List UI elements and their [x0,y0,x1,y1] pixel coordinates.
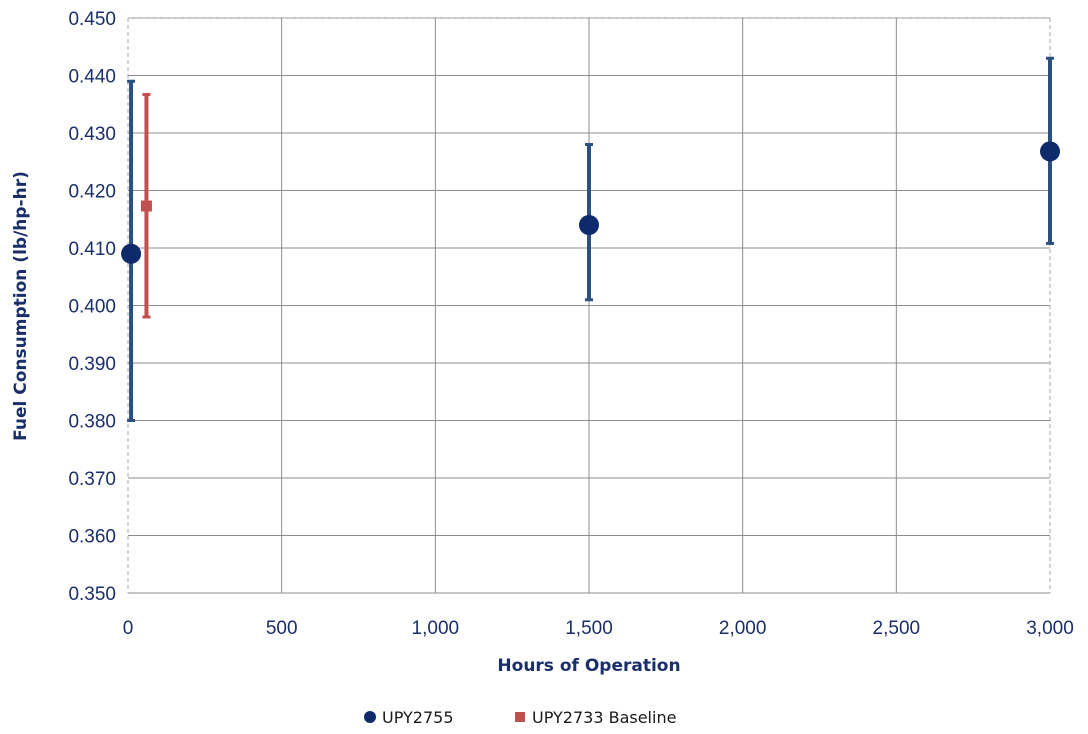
data-series [121,56,1060,422]
legend: UPY2755 UPY2733 Baseline [364,708,676,727]
data-point [579,215,599,235]
y-axis-ticks: 0.350 0.360 0.370 0.380 0.390 0.400 0.410 0.420… [68,9,116,605]
x-axis-title: Hours of Operation [497,656,680,676]
y-axis-title: Fuel Consumption (lb/hp-hr) [11,171,31,441]
legend-label: UPY2733 Baseline [532,708,676,727]
legend-label: UPY2755 [382,708,454,727]
legend-item: UPY2733 Baseline [515,708,676,727]
legend-item: UPY2755 [364,708,454,727]
y-tick-label: 0.430 [68,124,116,145]
y-tick-label: 0.370 [68,469,116,490]
data-point [140,200,152,212]
y-tick-label: 0.450 [68,9,116,30]
x-tick-label: 1,000 [412,618,460,639]
legend-marker [515,712,525,722]
x-tick-label: 0 [123,618,134,639]
x-tick-label: 500 [266,618,298,639]
x-tick-label: 2,000 [719,618,767,639]
y-tick-label: 0.380 [68,412,116,433]
gridlines [127,17,1051,594]
x-axis-ticks: 0 500 1,000 1,500 2,000 2,500 3,000 [123,618,1074,639]
legend-marker [364,711,376,723]
series-1 [140,92,152,319]
y-tick-label: 0.440 [68,67,116,88]
y-tick-label: 0.420 [68,182,116,203]
y-tick-label: 0.400 [68,297,116,318]
x-tick-label: 1,500 [565,618,613,639]
y-tick-label: 0.390 [68,354,116,375]
x-tick-label: 2,500 [873,618,921,639]
series-0 [121,56,1060,422]
data-point [121,243,142,264]
x-tick-label: 3,000 [1026,618,1074,639]
y-tick-label: 0.350 [68,584,116,605]
data-point [1040,141,1060,162]
y-tick-label: 0.360 [68,527,116,548]
y-tick-label: 0.410 [68,239,116,260]
